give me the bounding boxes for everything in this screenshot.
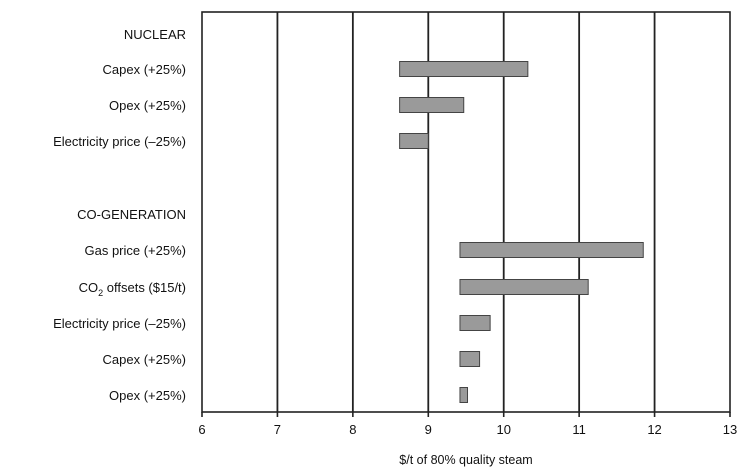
bar (399, 61, 529, 77)
x-tick-label: 7 (274, 422, 281, 437)
bar (459, 279, 589, 295)
bar (459, 387, 469, 403)
group-header: CO-GENERATION (77, 207, 186, 222)
bar-label: Electricity price (–25%) (53, 316, 186, 331)
bar (459, 242, 644, 258)
plot-frame (201, 11, 731, 413)
x-axis-label: $/t of 80% quality steam (399, 453, 532, 467)
bars-layer (399, 61, 644, 403)
x-tick-label: 8 (349, 422, 356, 437)
label-part: CO (79, 280, 99, 295)
bar (399, 133, 429, 149)
bar-label: Capex (+25%) (103, 62, 186, 77)
bar-label: Opex (+25%) (109, 388, 186, 403)
bar (399, 97, 465, 113)
grid-lines (276, 12, 656, 412)
group-header: NUCLEAR (124, 27, 186, 42)
x-tick-label: 12 (647, 422, 661, 437)
x-tick-label: 13 (723, 422, 737, 437)
x-axis-ticks: 6 7 8 9 10 11 12 13 (198, 412, 737, 437)
bar-label: Capex (+25%) (103, 352, 186, 367)
bar (459, 351, 481, 367)
bar (459, 315, 491, 331)
bar-label: Opex (+25%) (109, 98, 186, 113)
label-part: offsets ($15/t) (103, 280, 186, 295)
bar-label: CO2 offsets ($15/t) (79, 280, 186, 298)
label-subscript: 2 (98, 288, 103, 298)
category-labels: NUCLEAR Capex (+25%) Opex (+25%) Electricit… (53, 27, 186, 403)
x-tick-label: 6 (198, 422, 205, 437)
x-tick-label: 10 (496, 422, 510, 437)
x-tick-label: 9 (425, 422, 432, 437)
bar-label: Electricity price (–25%) (53, 134, 186, 149)
x-tick-label: 11 (572, 422, 586, 437)
bar-label: Gas price (+25%) (84, 243, 186, 258)
